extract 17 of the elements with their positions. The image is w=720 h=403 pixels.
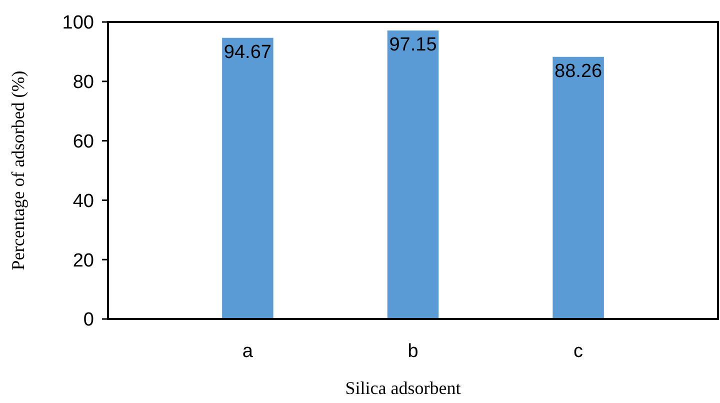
data-label: 97.15 bbox=[389, 34, 437, 56]
y-tick-label: 0 bbox=[83, 310, 94, 331]
y-tick-label: 60 bbox=[72, 131, 94, 152]
x-tick-label: c bbox=[574, 341, 584, 362]
y-tick-label: 20 bbox=[72, 250, 94, 272]
x-tick-label: a bbox=[242, 341, 254, 362]
data-label: 88.26 bbox=[554, 60, 602, 82]
y-tick-label: 80 bbox=[72, 72, 94, 94]
bar bbox=[387, 30, 439, 319]
x-axis-title: Silica adsorbent bbox=[345, 378, 461, 398]
y-tick-label: 40 bbox=[72, 190, 94, 212]
bar bbox=[222, 38, 274, 319]
data-label: 94.67 bbox=[224, 42, 272, 63]
x-tick-label: b bbox=[408, 341, 418, 362]
y-tick-label: 100 bbox=[62, 12, 94, 34]
bar bbox=[552, 56, 604, 319]
y-axis-title: Percentage of adsorbed (%) bbox=[8, 70, 28, 270]
